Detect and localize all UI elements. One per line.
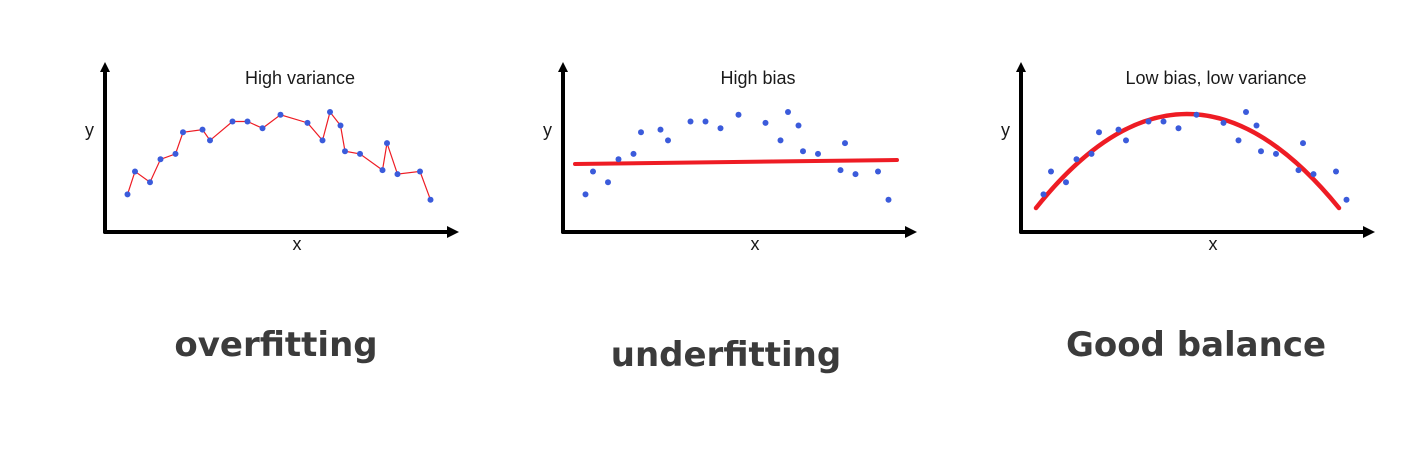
data-point bbox=[875, 168, 881, 175]
data-point bbox=[657, 126, 664, 133]
data-point bbox=[124, 191, 131, 198]
x-axis-label: x bbox=[293, 234, 302, 254]
data-point bbox=[1258, 148, 1264, 155]
data-point bbox=[1040, 191, 1047, 198]
data-point bbox=[1160, 118, 1167, 125]
data-point bbox=[885, 196, 892, 203]
x-axis-arrow-icon bbox=[1363, 226, 1375, 238]
data-point bbox=[630, 150, 637, 157]
y-axis-label: y bbox=[543, 120, 552, 140]
data-point bbox=[417, 168, 423, 175]
caption-good-balance: Good balance bbox=[1065, 325, 1327, 365]
data-point bbox=[342, 148, 348, 155]
data-point bbox=[244, 118, 251, 125]
data-point bbox=[207, 137, 213, 144]
data-point bbox=[638, 129, 644, 136]
data-point bbox=[1123, 137, 1129, 144]
y-axis-arrow-icon bbox=[558, 62, 568, 72]
data-point bbox=[1220, 119, 1227, 126]
data-point bbox=[1115, 126, 1122, 133]
data-point bbox=[1096, 129, 1102, 136]
data-point bbox=[277, 111, 284, 118]
caption-overfitting: overfitting bbox=[174, 325, 378, 365]
data-point bbox=[717, 125, 724, 132]
data-point bbox=[172, 150, 179, 157]
data-point bbox=[379, 167, 386, 174]
data-point bbox=[1193, 111, 1200, 118]
data-point bbox=[605, 179, 611, 186]
data-point bbox=[842, 140, 848, 147]
data-point bbox=[1048, 168, 1054, 175]
data-point bbox=[1175, 125, 1182, 132]
data-point bbox=[1333, 168, 1339, 175]
data-point bbox=[319, 137, 326, 144]
data-point bbox=[795, 122, 802, 129]
data-point bbox=[1145, 118, 1152, 125]
plots-canvas: High variance y x High bias y x Low bias, low … bbox=[85, 62, 1375, 254]
data-point bbox=[337, 122, 344, 129]
linear-fit-line bbox=[573, 158, 899, 166]
overfit-line bbox=[126, 110, 432, 201]
data-point bbox=[132, 168, 138, 175]
data-point bbox=[762, 119, 769, 126]
data-point bbox=[1343, 196, 1350, 203]
data-point bbox=[199, 126, 206, 133]
data-point bbox=[800, 148, 806, 155]
data-point bbox=[1310, 171, 1317, 178]
data-point bbox=[785, 109, 791, 116]
data-point bbox=[384, 140, 390, 147]
panel-title: High bias bbox=[720, 68, 795, 88]
x-axis-arrow-icon bbox=[905, 226, 917, 238]
data-point bbox=[357, 150, 363, 157]
data-point bbox=[777, 137, 784, 144]
data-point bbox=[665, 137, 671, 144]
data-point bbox=[427, 196, 434, 203]
curve-fit-line bbox=[1033, 111, 1342, 211]
data-point bbox=[852, 171, 859, 178]
data-point bbox=[1300, 140, 1306, 147]
data-point bbox=[1235, 137, 1242, 144]
data-point bbox=[180, 129, 186, 136]
data-point bbox=[1243, 109, 1249, 116]
data-point bbox=[815, 150, 821, 157]
data-point bbox=[615, 156, 622, 163]
data-point bbox=[1253, 122, 1260, 129]
caption-underfitting: underfitting bbox=[610, 335, 842, 375]
data-point bbox=[1063, 179, 1069, 186]
data-point bbox=[582, 191, 589, 198]
data-point bbox=[147, 179, 153, 186]
data-point bbox=[229, 118, 236, 125]
data-point bbox=[687, 118, 694, 125]
data-point bbox=[1295, 167, 1302, 174]
data-point bbox=[259, 125, 266, 132]
y-axis-arrow-icon bbox=[1016, 62, 1026, 72]
data-point bbox=[304, 119, 311, 126]
x-axis-arrow-icon bbox=[447, 226, 459, 238]
x-axis-label: x bbox=[751, 234, 760, 254]
data-point bbox=[702, 118, 709, 125]
data-point bbox=[157, 156, 164, 163]
data-point bbox=[1088, 150, 1095, 157]
data-point bbox=[394, 171, 401, 178]
x-axis-label: x bbox=[1209, 234, 1218, 254]
data-point bbox=[327, 109, 333, 116]
data-point bbox=[735, 111, 742, 118]
data-point bbox=[590, 168, 596, 175]
y-axis-label: y bbox=[85, 120, 94, 140]
panel-title: High variance bbox=[245, 68, 355, 88]
data-point bbox=[1073, 156, 1080, 163]
y-axis-label: y bbox=[1001, 120, 1010, 140]
data-point bbox=[837, 167, 844, 174]
panel-title: Low bias, low variance bbox=[1125, 68, 1306, 88]
y-axis-arrow-icon bbox=[100, 62, 110, 72]
data-point bbox=[1273, 150, 1279, 157]
